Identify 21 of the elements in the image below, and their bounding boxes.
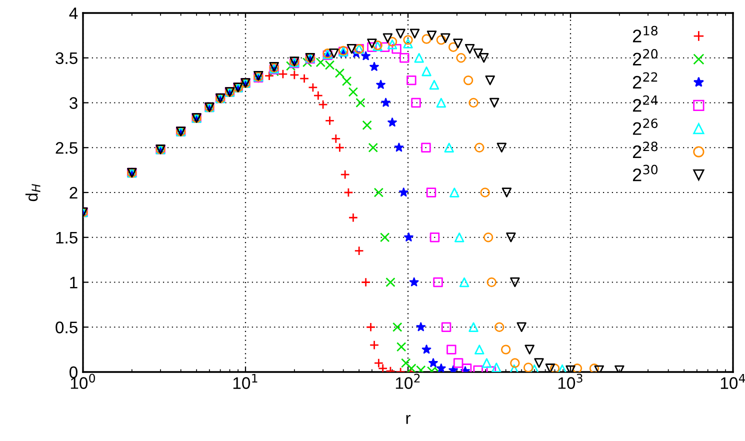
legend-label: 2$^{28}$: [632, 142, 658, 158]
y-tick-label: 2: [70, 186, 78, 199]
legend-label: 2$^{18}$: [632, 26, 658, 42]
y-tick-label: 2.5: [56, 142, 78, 154]
legend-label: 2$^{20}$: [632, 49, 658, 66]
x-tick-label: 10$^{3}$: [558, 374, 582, 389]
legend-label: 2$^{24}$: [632, 95, 658, 112]
x-axis-title: r: [406, 414, 410, 424]
x-tick-label: 10$^{2}$: [396, 374, 420, 389]
x-tick-label: 10$^{4}$: [720, 374, 745, 389]
x-tick-label: 10$^{1}$: [233, 374, 258, 389]
y-tick-label: 1: [70, 276, 78, 288]
y-tick-label: 3.5: [56, 52, 78, 64]
legend-label: 2$^{30}$: [632, 164, 658, 182]
y-tick-label: 4: [69, 8, 78, 20]
y-tick-label: 1.5: [56, 232, 78, 244]
legend-label: 2$^{26}$: [632, 118, 658, 135]
y-axis-title: d$_{H}$: [25, 184, 40, 202]
y-tick-label: 0.5: [56, 322, 78, 334]
y-tick-label: 3: [70, 97, 78, 109]
legend-label: 2$^{22}$: [632, 72, 658, 88]
